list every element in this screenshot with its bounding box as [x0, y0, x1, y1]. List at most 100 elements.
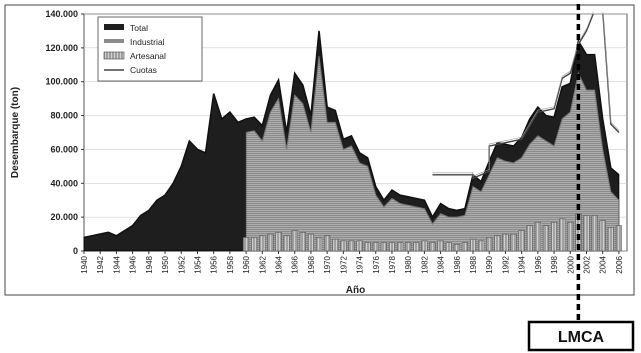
artesanal-bar [275, 232, 282, 252]
artesanal-bar [396, 242, 404, 252]
x-tick-label: 1990 [485, 255, 494, 273]
x-tick-label: 1968 [307, 255, 316, 273]
x-tick-label: 1962 [258, 255, 267, 273]
artesanal-bar [348, 240, 355, 252]
x-tick-label: 1946 [129, 255, 138, 273]
x-tick-label: 1986 [453, 255, 462, 273]
legend-label-cuotas: Cuotas [130, 65, 157, 75]
y-tick-label: 120.000 [45, 43, 78, 53]
y-tick-label: 80.000 [50, 111, 78, 121]
x-tick-label: 2000 [566, 255, 575, 273]
artesanal-bar [356, 240, 363, 252]
x-tick-label: 1978 [388, 255, 397, 273]
artesanal-bar [283, 235, 290, 252]
x-axis-title: Año [346, 285, 365, 296]
artesanal-bar [437, 240, 444, 252]
series-industrial-line [245, 56, 620, 225]
x-tick-label: 1972 [339, 255, 348, 273]
y-tick-label: 40.000 [50, 178, 78, 188]
artesanal-bar [291, 230, 298, 252]
series-total-line [83, 30, 620, 239]
artesanal-bar [542, 225, 550, 252]
artesanal-bar [607, 227, 614, 252]
x-tick-label: 1952 [177, 255, 186, 273]
artesanal-bar [494, 235, 501, 252]
artesanal-bar [307, 233, 315, 252]
x-tick-label: 2004 [599, 255, 608, 273]
x-tick-label: 1988 [469, 255, 478, 273]
legend-swatch-industrial [104, 39, 124, 43]
x-tick-label: 1956 [210, 255, 219, 273]
x-tick-label: 1970 [323, 255, 332, 273]
artesanal-bar [559, 218, 566, 252]
artesanal-bar [591, 215, 598, 252]
artesanal-bar [242, 237, 250, 252]
x-tick-label: 1994 [518, 255, 527, 273]
artesanal-bar [380, 242, 388, 252]
artesanal-bar [315, 237, 323, 252]
artesanal-bar [413, 242, 420, 252]
y-tick-label: 140.000 [45, 9, 78, 19]
x-tick-label: 1980 [404, 255, 413, 273]
artesanal-bar [332, 238, 339, 252]
artesanal-bar [267, 233, 274, 252]
artesanal-bar [405, 242, 412, 252]
x-tick-label: 1984 [437, 255, 446, 273]
x-tick-label: 1954 [193, 255, 202, 273]
artesanal-bar [550, 221, 558, 252]
y-tick-label: 60.000 [50, 144, 78, 154]
series-cuotas-line [432, 14, 620, 180]
x-tick-label: 1948 [145, 255, 154, 273]
artesanal-bar [299, 232, 306, 252]
artesanal-bar [502, 233, 509, 252]
artesanal-bar [469, 238, 477, 252]
x-tick-label: 1996 [534, 255, 543, 273]
legend-label-industrial: Industrial [130, 37, 165, 47]
artesanal-bar [453, 243, 460, 252]
artesanal-bar [567, 221, 574, 252]
x-tick-label: 1966 [291, 255, 300, 273]
artesanal-bar [510, 233, 517, 252]
x-tick-label: 1976 [372, 255, 381, 273]
artesanal-bar [372, 242, 379, 252]
artesanal-bar [534, 221, 541, 252]
y-axis-title: Desembarque (ton) [10, 87, 21, 178]
legend-swatch-artesanal [103, 51, 125, 60]
x-tick-label: 1998 [550, 255, 559, 273]
legend-swatch-total [104, 24, 124, 30]
artesanal-bar [486, 237, 493, 252]
x-tick-label: 1960 [242, 255, 251, 273]
series-cuotas-halo [432, 12, 620, 177]
artesanal-bar [518, 230, 525, 252]
artesanal-bar [599, 220, 606, 252]
y-tick-label: 100.000 [45, 77, 78, 87]
x-tick-label: 1974 [356, 255, 365, 273]
x-tick-label: 2002 [582, 255, 591, 273]
x-tick-label: 1940 [80, 255, 89, 273]
x-tick-label: 2006 [615, 255, 624, 273]
artesanal-bar [461, 242, 469, 252]
x-tick-label: 1992 [501, 255, 510, 273]
legend-label-artesanal: Artesanal [130, 51, 166, 61]
artesanal-bar [388, 242, 396, 252]
artesanal-bar [421, 240, 428, 252]
artesanal-bar [429, 242, 436, 252]
artesanal-bar [251, 237, 258, 252]
artesanal-bar [583, 215, 590, 252]
x-tick-label: 1950 [161, 255, 170, 273]
y-tick-label: 0 [73, 246, 78, 256]
x-tick-label: 1958 [226, 255, 235, 273]
artesanal-bar [259, 235, 266, 252]
lmca-label-box [527, 320, 635, 352]
x-tick-label: 1982 [420, 255, 429, 273]
artesanal-bar [615, 225, 623, 252]
artesanal-bar [445, 242, 452, 252]
x-tick-label: 1942 [96, 255, 105, 273]
x-tick-label: 1964 [275, 255, 284, 273]
artesanal-bar [323, 235, 331, 252]
artesanal-bar [575, 213, 582, 252]
artesanal-bar [526, 225, 533, 252]
x-tick-label: 1944 [112, 255, 121, 273]
artesanal-bar [364, 242, 371, 252]
